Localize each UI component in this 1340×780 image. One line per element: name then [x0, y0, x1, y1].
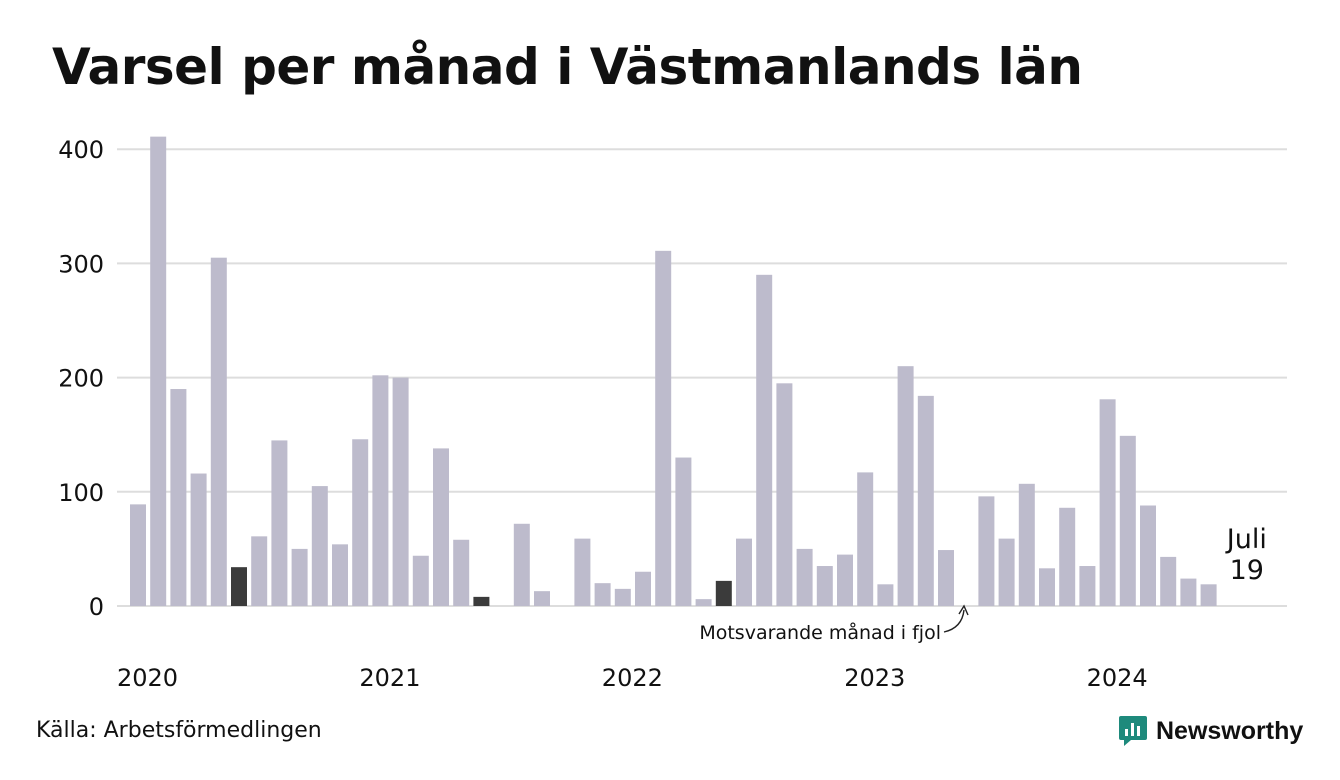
- bar-2022-11: [816, 566, 833, 606]
- current-month-label: Juli: [1225, 524, 1267, 555]
- bar-2024-02: [1119, 435, 1136, 606]
- bar-2020-11: [332, 544, 348, 606]
- bar-2023-03: [897, 366, 914, 606]
- bar-2020-09: [291, 548, 308, 606]
- bar-2022-01: [614, 588, 631, 606]
- bar-2023-12: [1079, 566, 1096, 606]
- x-tick-label: 2022: [602, 664, 663, 692]
- bar-2022-07: [736, 538, 752, 606]
- bar-2022-04: [675, 457, 692, 606]
- bar-2023-05: [938, 550, 954, 606]
- brand-name: Newsworthy: [1156, 716, 1304, 745]
- bar-2023-04: [917, 395, 934, 606]
- bar-2023-02: [877, 584, 894, 606]
- bar-2022-12: [837, 554, 853, 606]
- x-tick-label: 2020: [117, 664, 178, 692]
- bar-2022-02: [635, 571, 651, 606]
- bar-2020-03: [170, 389, 187, 606]
- y-tick-label: 100: [58, 479, 104, 507]
- bar-2023-07: [978, 496, 995, 606]
- y-tick-label: 400: [58, 136, 104, 164]
- bar-2021-02: [392, 377, 409, 606]
- bar-2020-12: [352, 439, 369, 606]
- bar-2020-08: [271, 440, 288, 606]
- bar-2023-11: [1059, 507, 1076, 606]
- x-axis-labels: 2020 2021 2022 2023 2024: [117, 664, 1148, 692]
- bar-2021-03: [412, 555, 429, 606]
- y-tick-label: 0: [89, 593, 104, 621]
- bar-2022-06: [715, 580, 732, 606]
- bar-2021-01: [372, 375, 389, 606]
- x-tick-label: 2024: [1087, 664, 1148, 692]
- y-tick-label: 200: [58, 365, 104, 393]
- y-axis-labels: 0 100 200 300 400: [58, 136, 104, 621]
- bar-2024-03: [1140, 505, 1156, 606]
- bars: [130, 136, 1217, 606]
- bar-2023-09: [1018, 483, 1035, 606]
- bar-chart: 0 100 200 300 400 2020 2021 2022 2023 2024 Juli1…: [58, 136, 1287, 692]
- y-tick-label: 300: [58, 250, 104, 278]
- bar-2021-08: [513, 523, 530, 606]
- current-value-label: 19: [1230, 555, 1264, 586]
- bar-2020-01: [130, 504, 146, 606]
- annotation-arrow: [943, 609, 965, 633]
- bar-2021-04: [433, 448, 449, 606]
- bar-2023-08: [998, 538, 1015, 606]
- bar-2020-07: [251, 536, 268, 606]
- bar-2022-09: [776, 383, 793, 606]
- annotation-arrowhead: [958, 604, 969, 616]
- x-tick-label: 2023: [844, 664, 905, 692]
- bar-2023-01: [857, 472, 874, 606]
- bar-2024-04: [1160, 556, 1177, 606]
- bar-2020-10: [311, 486, 328, 606]
- bar-2021-06: [473, 596, 490, 606]
- newsworthy-logo-icon: [1119, 716, 1147, 746]
- bar-2020-05: [210, 257, 227, 606]
- bar-2020-04: [190, 473, 207, 606]
- bar-2022-08: [756, 274, 773, 606]
- bar-2021-11: [574, 538, 591, 606]
- bar-2022-05: [695, 599, 712, 606]
- bar-2021-12: [594, 583, 611, 606]
- bar-2021-09: [534, 591, 550, 606]
- x-tick-label: 2021: [359, 664, 420, 692]
- bar-2020-02: [150, 136, 167, 606]
- bar-2021-05: [453, 539, 470, 606]
- bar-2022-10: [796, 548, 813, 606]
- bar-2024-01: [1099, 399, 1116, 606]
- bar-2024-06: [1200, 584, 1217, 606]
- brand-logo: Newsworthy: [1118, 714, 1303, 748]
- chart-title: Varsel per månad i Västmanlands län: [52, 38, 1083, 96]
- bar-2020-06: [231, 567, 247, 606]
- source-note: Källa: Arbetsförmedlingen: [36, 718, 322, 743]
- bar-2023-10: [1039, 568, 1055, 606]
- bar-2022-03: [655, 250, 672, 606]
- bar-2024-05: [1180, 578, 1197, 606]
- previous-year-annotation: Motsvarande månad i fjol: [699, 621, 941, 644]
